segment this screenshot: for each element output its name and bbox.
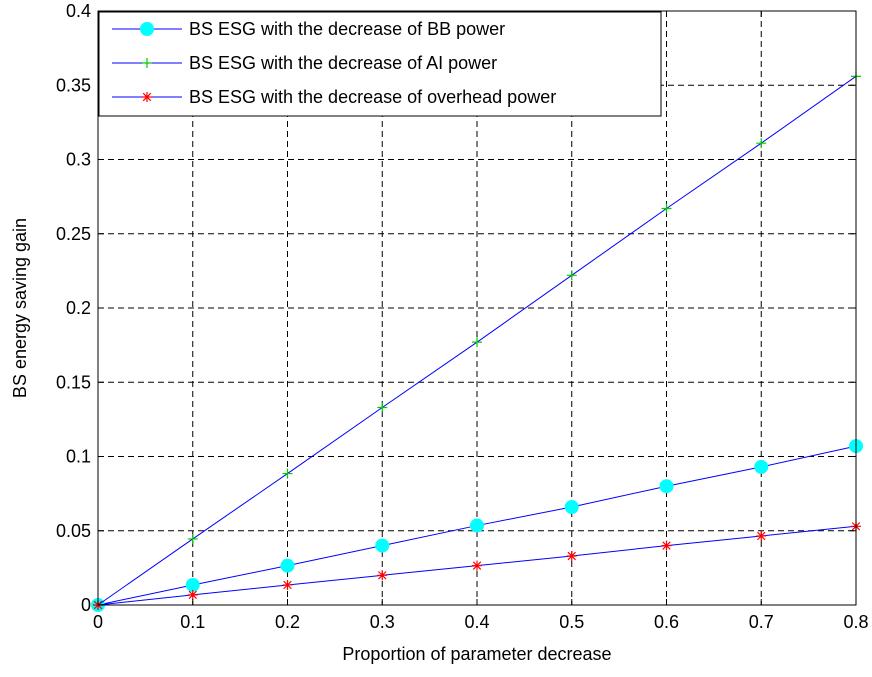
data-point <box>377 402 388 413</box>
legend: BS ESG with the decrease of BB power BS E… <box>98 11 662 117</box>
data-point <box>564 499 579 514</box>
x-tick-label: 0.8 <box>843 612 868 632</box>
data-point <box>187 589 198 600</box>
legend-label: BS ESG with the decrease of BB power <box>189 19 505 39</box>
legend-marker <box>142 92 152 102</box>
data-point <box>566 270 577 281</box>
y-tick-label: 0 <box>81 595 91 615</box>
x-tick-label: 0.7 <box>749 612 774 632</box>
data-point <box>661 540 672 551</box>
data-point <box>377 570 388 581</box>
y-tick-label: 0.15 <box>56 372 91 392</box>
axis-ticks: 0 0.1 0.2 0.3 0.4 0.5 0.6 0.7 0.8 0 0.05 0.1 0.15 0.2… <box>56 1 869 632</box>
x-tick-label: 0.4 <box>464 612 489 632</box>
x-tick-label: 0.5 <box>559 612 584 632</box>
data-point <box>185 577 200 592</box>
x-tick-label: 0.2 <box>275 612 300 632</box>
legend-label: BS ESG with the decrease of overhead pow… <box>189 87 556 107</box>
legend-marker <box>142 58 152 68</box>
data-point <box>470 518 484 533</box>
legend-marker <box>140 22 154 36</box>
data-point <box>282 579 293 590</box>
x-tick-label: 0.6 <box>654 612 679 632</box>
series-group <box>91 71 863 612</box>
y-tick-label: 0.2 <box>66 298 91 318</box>
x-tick-label: 0.1 <box>180 612 205 632</box>
y-tick-label: 0.3 <box>66 150 91 170</box>
data-point <box>187 533 198 544</box>
y-tick-label: 0.25 <box>56 224 91 244</box>
x-tick-label: 0.3 <box>370 612 395 632</box>
data-point <box>280 558 295 573</box>
y-tick-label: 0.4 <box>66 1 91 21</box>
data-point <box>754 459 769 474</box>
data-point <box>659 479 674 494</box>
x-tick-label: 0 <box>93 612 103 632</box>
y-tick-label: 0.05 <box>56 521 91 541</box>
legend-box <box>98 11 662 117</box>
x-axis-label: Proportion of parameter decrease <box>342 644 611 664</box>
legend-label: BS ESG with the decrease of AI power <box>189 53 497 73</box>
data-point <box>756 138 767 149</box>
data-point <box>375 538 390 553</box>
data-point <box>566 550 577 561</box>
data-point <box>472 337 482 348</box>
y-tick-label: 0.1 <box>66 447 91 467</box>
data-point <box>661 203 672 214</box>
data-point <box>472 560 482 571</box>
data-point <box>756 530 767 541</box>
y-axis-label: BS energy saving gain <box>10 218 30 398</box>
data-point <box>282 468 293 479</box>
y-tick-label: 0.35 <box>56 75 91 95</box>
